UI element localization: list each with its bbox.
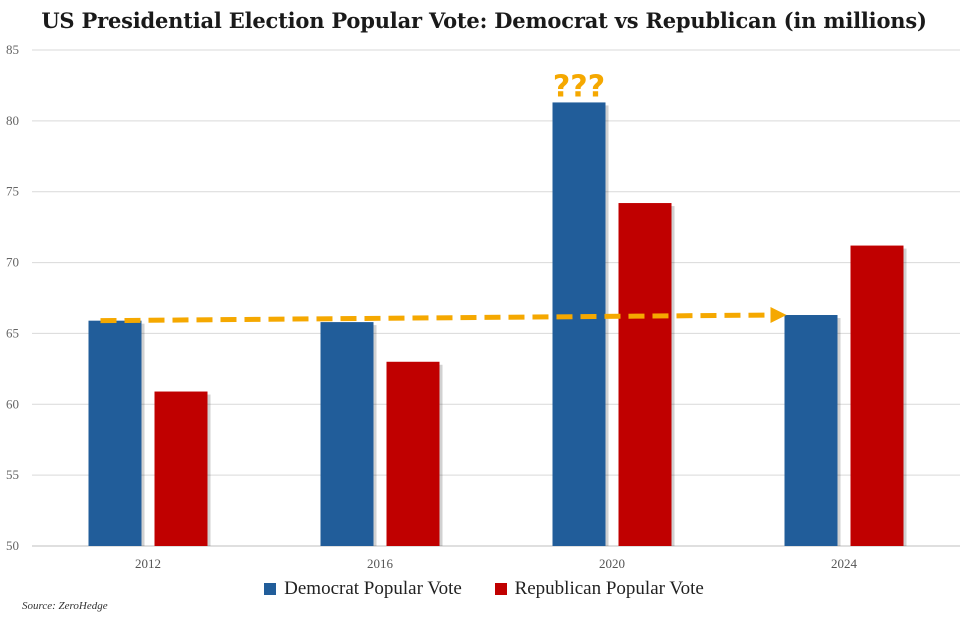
chart-title: US Presidential Election Popular Vote: D… — [41, 8, 927, 33]
y-tick-label: 80 — [6, 113, 19, 128]
legend-item-democrat: Democrat Popular Vote — [264, 578, 462, 600]
bar-republican-2012 — [154, 391, 208, 546]
bar-democrat-2012 — [88, 320, 142, 546]
legend-label-democrat: Democrat Popular Vote — [284, 578, 462, 599]
bar-democrat-2020 — [552, 102, 606, 546]
x-tick-label: 2020 — [599, 556, 625, 571]
bar-democrat-2016 — [320, 322, 374, 546]
x-tick-label: 2016 — [367, 556, 394, 571]
trend-arrow-line — [100, 312, 773, 324]
y-tick-label: 65 — [6, 325, 19, 340]
legend-label-republican: Republican Popular Vote — [514, 578, 704, 599]
legend: Democrat Popular Vote Republican Popular… — [0, 578, 968, 601]
y-tick-label: 70 — [6, 255, 19, 270]
x-tick-label: 2012 — [135, 556, 161, 571]
bar-republican-2020 — [618, 203, 672, 546]
y-tick-label: 75 — [6, 184, 19, 199]
legend-swatch-republican — [494, 583, 507, 595]
legend-swatch-democrat — [264, 583, 277, 595]
y-tick-label: 85 — [6, 42, 19, 57]
bar-republican-2016 — [386, 361, 440, 546]
bar-republican-2024 — [850, 245, 904, 546]
x-tick-label: 2024 — [831, 556, 858, 571]
source-note: Source: ZeroHedge — [22, 600, 108, 612]
y-tick-label: 50 — [6, 538, 19, 553]
legend-item-republican: Republican Popular Vote — [494, 578, 704, 600]
y-tick-label: 55 — [6, 467, 19, 482]
trend-arrow-head — [770, 307, 787, 324]
bar-democrat-2024 — [784, 315, 838, 546]
y-tick-label: 60 — [6, 396, 19, 411]
annotation-question-marks: ??? — [553, 69, 605, 104]
